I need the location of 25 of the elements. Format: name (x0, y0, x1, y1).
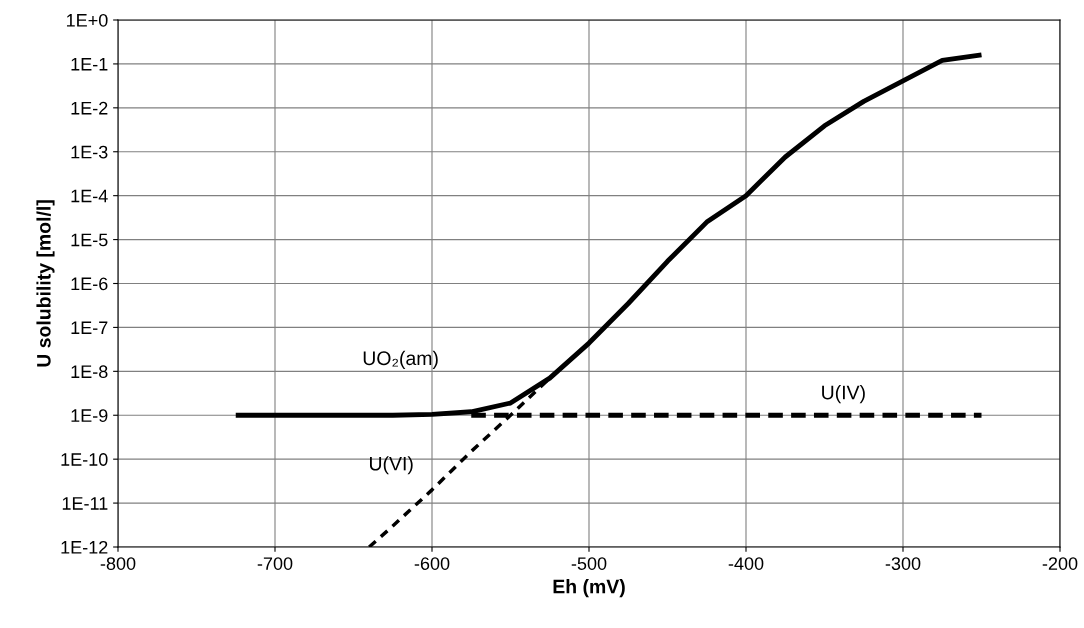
y-tick-label: 1E-8 (71, 365, 108, 379)
y-tick-label: 1E-11 (62, 497, 108, 510)
x-tick-label: -300 (885, 557, 921, 570)
y-tick-label: 1E-7 (71, 321, 108, 334)
x-tick-label: -400 (728, 557, 764, 570)
y-tick-label: 1E+0 (66, 13, 108, 27)
y-tick-label: 1E-2 (71, 101, 108, 115)
y-axis-title: U solubility [mol/l] (36, 200, 55, 367)
y-tick-label: 1E-12 (61, 540, 108, 554)
x-tick-label: -500 (571, 557, 607, 570)
x-tick-label: -800 (100, 557, 136, 570)
x-axis-title: Eh (mV) (553, 579, 625, 598)
y-tick-label: 1E-10 (61, 453, 108, 466)
x-tick-label: -200 (1042, 557, 1078, 570)
annotation: UO₂(am) (363, 350, 438, 369)
y-tick-label: 1E-4 (71, 189, 108, 203)
y-tick-label: 1E-5 (71, 233, 108, 247)
y-tick-label: 1E-1 (71, 58, 108, 71)
annotation: U(IV) (822, 385, 865, 404)
x-tick-label: -600 (414, 557, 450, 570)
x-tick-label: -700 (257, 557, 293, 570)
y-tick-label: 1E-9 (71, 409, 108, 422)
y-tick-label: 1E-3 (71, 145, 108, 159)
y-tick-label: 1E-6 (71, 277, 108, 291)
annotation: U(VI) (370, 456, 413, 475)
